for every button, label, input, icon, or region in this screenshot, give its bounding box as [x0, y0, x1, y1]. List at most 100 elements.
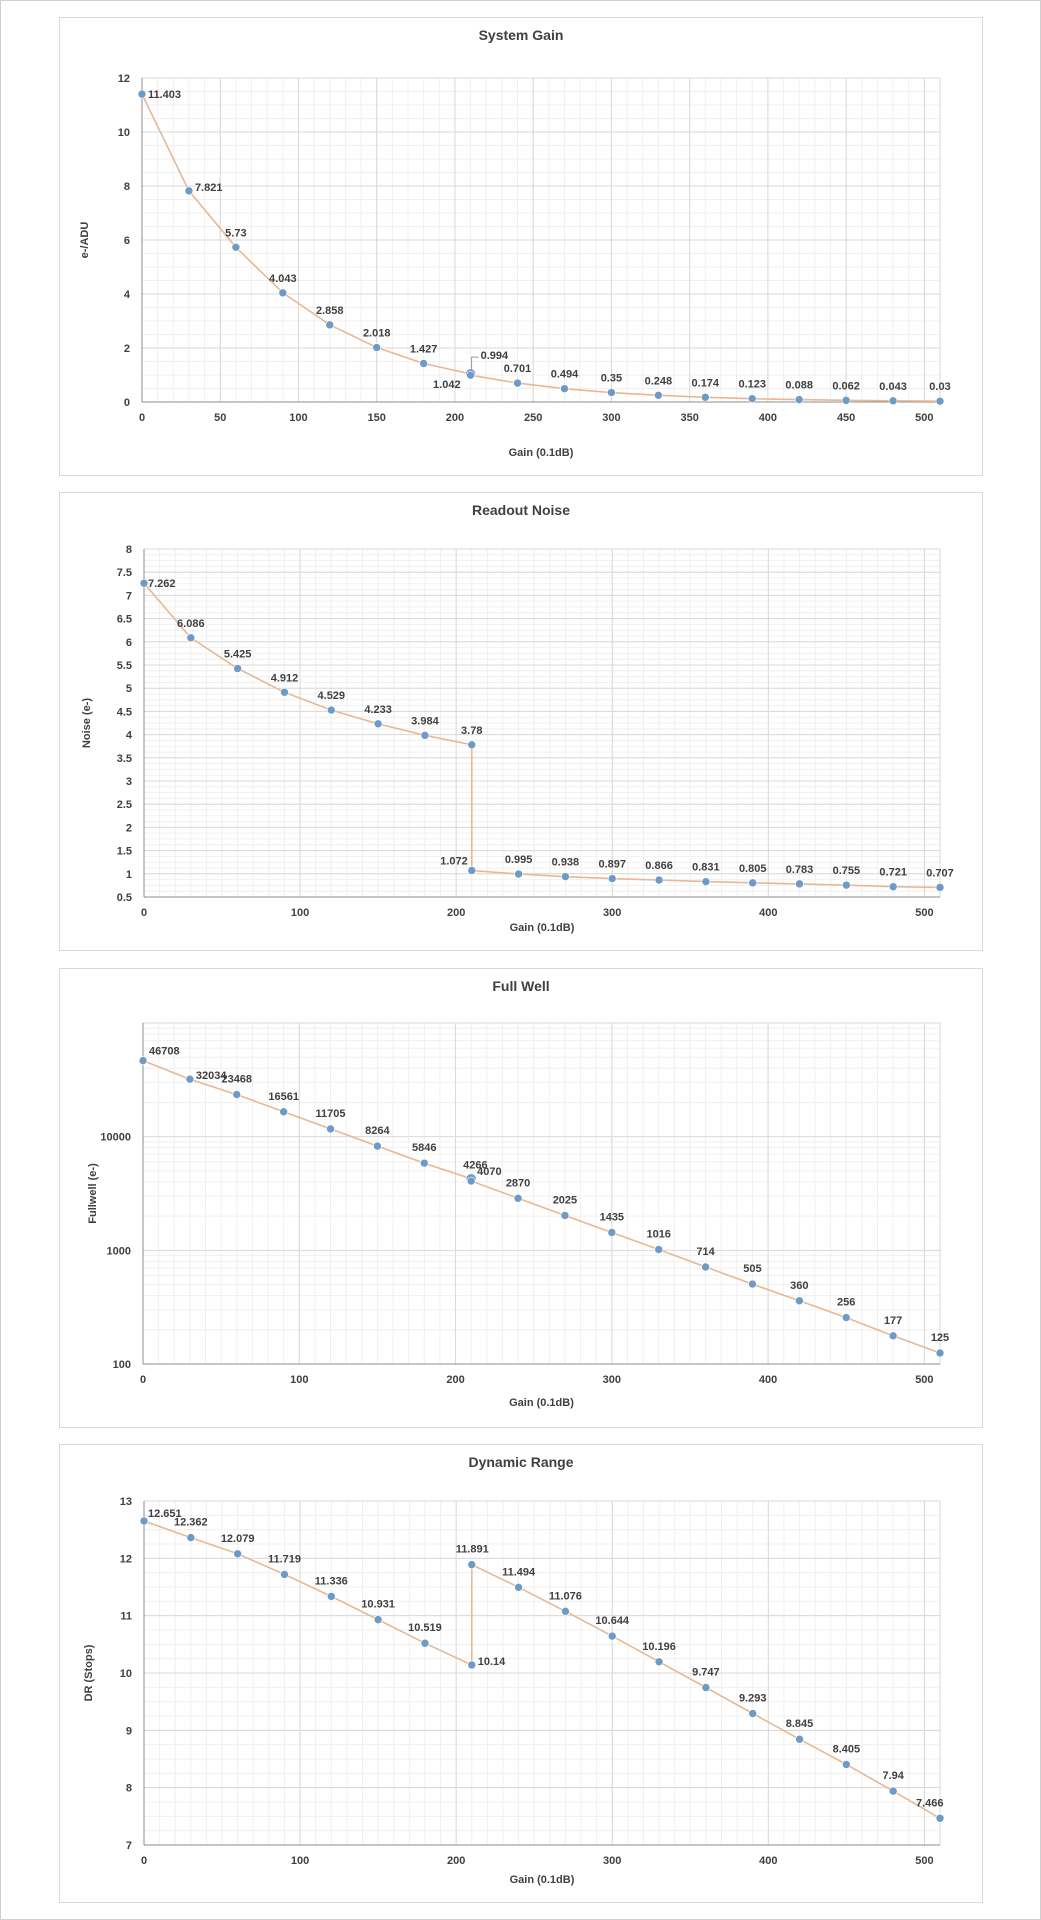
dynamic-range-data-point [467, 1660, 477, 1670]
system-gain-data-label: 4.043 [269, 273, 297, 285]
readout-noise-x-tick-label: 300 [603, 907, 621, 919]
readout-noise-data-label: 0.995 [505, 854, 533, 866]
full-well-data-point [279, 1107, 288, 1117]
full-well-data-point [841, 1313, 851, 1322]
full-well-x-tick-label: 100 [290, 1374, 308, 1386]
readout-noise-data-point [233, 664, 242, 673]
system-gain-y-tick-label: 2 [124, 343, 130, 355]
full-well-data-label: 256 [837, 1297, 855, 1309]
full-well-data-label: 8264 [365, 1125, 390, 1137]
readout-noise-y-tick-label: 2 [126, 822, 132, 834]
full-well-data-point [935, 1348, 945, 1358]
dynamic-range-y-tick-label: 9 [126, 1725, 132, 1737]
full-well-y-axis-label: Fullwell (e-) [87, 1163, 99, 1224]
readout-noise-y-tick-label: 7 [126, 590, 132, 602]
readout-noise-x-tick-label: 200 [447, 907, 465, 919]
readout-noise-data-label: 5.425 [224, 648, 252, 660]
readout-noise-y-tick-label: 6.5 [117, 614, 132, 626]
system-gain-y-axis-label: e-/ADU [79, 222, 91, 259]
dynamic-range-data-point [514, 1583, 523, 1592]
full-well-data-point [466, 1176, 476, 1186]
system-gain-data-point [513, 378, 522, 388]
full-well-data-label: 32034 [196, 1070, 227, 1082]
system-gain-data-point [231, 242, 241, 252]
readout-noise-data-label: 7.262 [148, 578, 176, 590]
readout-noise-data-label: 0.721 [879, 867, 907, 879]
readout-noise-series-line [143, 582, 941, 889]
system-gain-x-axis-label: Gain (0.1dB) [509, 447, 574, 459]
full-well-y-tick-label: 10000 [100, 1132, 131, 1144]
dynamic-range-data-label: 11.719 [268, 1553, 301, 1565]
full-well-data-label: 2025 [553, 1195, 577, 1207]
system-gain-data-point [560, 384, 569, 393]
readout-noise-data-label: 3.984 [411, 715, 439, 727]
dynamic-range-y-tick-label: 7 [126, 1840, 132, 1852]
full-well-data-label: 177 [884, 1315, 902, 1327]
system-gain-data-label: 2.858 [316, 305, 344, 317]
full-well-data-label: 4266 [463, 1160, 487, 1172]
full-well-data-point [701, 1262, 710, 1272]
full-well-data-point [185, 1074, 195, 1084]
dynamic-range-data-point [748, 1709, 758, 1718]
system-gain-data-label: 0.174 [692, 377, 720, 389]
system-gain-data-label: 0.062 [832, 380, 860, 392]
system-gain-y-tick-label: 0 [124, 397, 130, 409]
full-well-data-label: 125 [931, 1332, 949, 1344]
full-well-data-label: 1016 [646, 1229, 670, 1241]
readout-noise-title: Readout Noise [472, 502, 570, 518]
full-well-data-point [888, 1331, 898, 1341]
dynamic-range-data-label: 7.94 [882, 1770, 904, 1782]
full-well-y-tick-label: 1000 [107, 1245, 131, 1257]
readout-noise-data-label: 0.755 [833, 865, 861, 877]
system-gain-data-point [466, 370, 475, 380]
system-gain-data-label: 0.994 [481, 350, 509, 362]
readout-noise-data-point [373, 719, 383, 729]
dynamic-range-y-tick-label: 12 [120, 1553, 132, 1565]
full-well-x-tick-label: 200 [446, 1374, 464, 1386]
readout-noise-y-tick-label: 1.5 [117, 846, 132, 858]
system-gain-y-tick-label: 10 [118, 127, 130, 139]
dynamic-range-data-label: 8.405 [833, 1743, 861, 1755]
readout-noise-data-point [888, 882, 898, 892]
system-gain-data-point [325, 320, 335, 330]
dynamic-range-data-label: 9.293 [739, 1693, 767, 1705]
system-gain-x-tick-label: 250 [524, 412, 542, 424]
full-well-axes [142, 1023, 940, 1365]
system-gain-data-label: 0.03 [929, 381, 950, 393]
system-gain-x-tick-label: 200 [446, 412, 464, 424]
system-gain-x-tick-label: 300 [602, 412, 620, 424]
system-gain-data-label: 5.73 [225, 227, 246, 239]
readout-noise-data-label: 3.78 [461, 725, 482, 737]
full-well-data-point [795, 1296, 804, 1306]
readout-noise-data-point [326, 705, 336, 715]
system-gain-data-label: 0.123 [738, 379, 766, 391]
system-gain-x-tick-label: 350 [680, 412, 698, 424]
readout-noise-chart-card: 0 100 200 300 400 500 0.5 1 1.5 2 2.5 3 3.5 4 4.5 5 5.5 6… [59, 492, 983, 951]
full-well-title: Full Well [492, 978, 549, 994]
dynamic-range-data-point [607, 1631, 617, 1641]
full-well-data-label: 23468 [221, 1074, 252, 1086]
system-gain-major-grid [141, 77, 941, 403]
dynamic-range-data-label: 12.079 [221, 1533, 255, 1545]
system-gain-data-point [888, 396, 898, 406]
full-well-data-point [232, 1090, 242, 1099]
dynamic-range-data-label: 11.494 [502, 1566, 536, 1578]
dynamic-range-data-point [654, 1657, 664, 1667]
dynamic-range-svg: 0 100 200 300 400 500 7 8 9 10 11 12 13 Dynamic Range… [83, 1454, 945, 1886]
dynamic-range-axes [143, 1501, 940, 1846]
full-well-series-line [142, 1059, 941, 1354]
full-well-svg: 0 100 200 300 400 500 100 1000 10000 Full Well Gai… [87, 978, 949, 1409]
dynamic-range-title: Dynamic Range [468, 1454, 573, 1470]
full-well-x-tick-label: 500 [915, 1374, 933, 1386]
dynamic-range-x-tick-label: 0 [141, 1855, 147, 1867]
system-gain-axes [141, 78, 940, 403]
system-gain-data-label: 0.248 [645, 375, 673, 387]
full-well-data-point [560, 1211, 570, 1220]
system-gain-data-point [184, 186, 194, 196]
system-gain-y-tick-label: 4 [124, 289, 131, 301]
full-well-x-axis-label: Gain (0.1dB) [509, 1397, 574, 1409]
system-gain-data-point [700, 393, 710, 402]
full-well-data-label: 5846 [412, 1142, 436, 1154]
system-gain-x-tick-label: 100 [289, 412, 307, 424]
readout-noise-data-point [186, 633, 196, 643]
